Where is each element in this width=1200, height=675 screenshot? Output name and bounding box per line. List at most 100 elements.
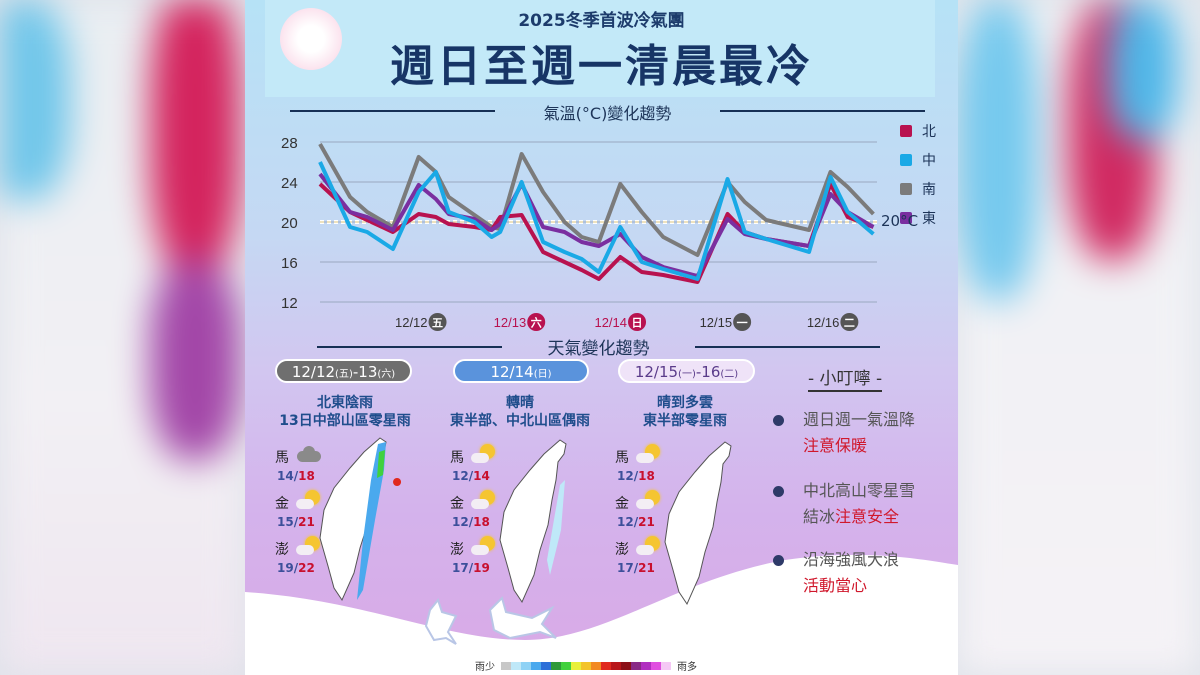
- rain-color-swatch: [531, 661, 541, 670]
- rain-legend-high: 雨多: [677, 662, 697, 673]
- rain-color-swatch: [661, 661, 671, 670]
- taiwan-map: [664, 441, 732, 606]
- rain-color-swatch: [621, 661, 631, 670]
- bullet-icon: [773, 555, 784, 566]
- partly-sunny-icon: [635, 443, 661, 465]
- x-tick-weekday: 一: [737, 317, 748, 330]
- partly-sunny-icon: [635, 489, 661, 511]
- tip-item: [773, 415, 784, 426]
- temp-range: 12/21: [617, 515, 655, 529]
- island-label: 金: [450, 496, 464, 512]
- divider: [317, 346, 502, 348]
- island-label: 馬: [275, 450, 289, 466]
- chart-title: 氣溫(°C)變化趨勢: [543, 104, 672, 123]
- island-label: 馬: [450, 450, 464, 466]
- subtitle: 2025冬季首波冷氣團: [518, 11, 685, 31]
- partly-sunny-icon: [470, 489, 496, 511]
- temp-range: 17/21: [617, 561, 655, 575]
- rain-color-swatch: [571, 661, 581, 670]
- island-label: 澎: [615, 542, 629, 558]
- legend-item-central: 中: [900, 150, 936, 170]
- x-tick-weekday: 五: [432, 317, 443, 330]
- divider: [695, 346, 880, 348]
- island-label: 金: [615, 496, 629, 512]
- island-label: 馬: [615, 450, 629, 466]
- legend-swatch: [900, 154, 912, 166]
- x-tick-weekday: 日: [632, 317, 643, 330]
- divider: [720, 110, 925, 112]
- bullet-icon: [773, 486, 784, 497]
- island-label: 金: [275, 496, 289, 512]
- snow-hill: [245, 554, 958, 675]
- tip-text: 沿海強風大浪 活動當心: [803, 550, 900, 595]
- period-pill-2: 12/14(日): [453, 359, 589, 383]
- rain-color-swatch: [511, 661, 521, 670]
- rain-area: [357, 442, 386, 600]
- y-tick-label: 28: [281, 135, 298, 152]
- weekday-badge: [733, 313, 752, 331]
- temp-range: 12/14: [452, 469, 490, 483]
- temperature-chart: 12 16 20 24 28 12/12 五 12/13 六 12/14 日 12/15 一 12/16 二: [281, 135, 877, 331]
- partly-sunny-icon: [295, 535, 321, 557]
- island-label: 澎: [450, 542, 464, 558]
- taiwan-map: [499, 439, 567, 604]
- legend-swatch: [900, 125, 912, 137]
- period-pill-1: 12/12(五)-13(六): [275, 359, 412, 383]
- x-tick-date: 12/12: [395, 315, 428, 330]
- island-label: 澎: [275, 542, 289, 558]
- rain-color-swatch: [631, 661, 641, 670]
- rain-legend-low: 雨少: [475, 662, 495, 673]
- weekday-badge: [527, 313, 546, 331]
- x-tick-weekday: 二: [844, 317, 855, 330]
- sun-icon: [280, 8, 342, 70]
- y-tick-label: 24: [281, 175, 298, 192]
- rain-color-swatch: [601, 661, 611, 670]
- temp-range: 14/18: [277, 469, 315, 483]
- rain-color-swatch: [581, 661, 591, 670]
- forecast-desc-1: 北東陰雨 13日中部山區零星雨: [279, 395, 411, 429]
- reference-line-label: 20°C: [881, 212, 919, 230]
- partly-sunny-icon: [470, 443, 496, 465]
- rain-legend: 雨少 雨多: [475, 658, 697, 673]
- partly-sunny-icon: [295, 489, 321, 511]
- header-banner: [265, 0, 935, 97]
- rain-color-swatch: [521, 661, 531, 670]
- temp-range: 19/22: [277, 561, 315, 575]
- bullet-icon: [773, 415, 784, 426]
- temp-range: 17/19: [452, 561, 490, 575]
- rain-area: [393, 478, 402, 486]
- tip-text: 週日週一氣溫降 注意保暖: [803, 410, 916, 455]
- cat-illustration: [424, 596, 557, 645]
- y-tick-label: 12: [281, 295, 298, 312]
- legend-item-north: 北: [900, 121, 936, 141]
- series-line-central: [318, 161, 875, 281]
- infographic-panel: 2025冬季首波冷氣團 週日至週一清晨最冷 氣溫(°C)變化趨勢 12 16 20 2…: [245, 0, 958, 675]
- rain-area: [377, 450, 385, 478]
- y-tick-label: 20: [281, 215, 298, 232]
- chart-legend: 北 中 南 東: [900, 121, 936, 228]
- rain-color-swatch: [591, 661, 601, 670]
- temp-range: 12/18: [452, 515, 490, 529]
- taiwan-maps: [319, 437, 732, 606]
- legend-item-south: 南: [900, 179, 936, 199]
- weekday-badge: [428, 313, 447, 331]
- legend-swatch: [900, 212, 912, 224]
- rain-color-swatch: [501, 661, 511, 670]
- divider: [290, 110, 495, 112]
- rain-color-swatch: [611, 661, 621, 670]
- series-line-south: [318, 143, 875, 257]
- rain-color-swatch: [561, 661, 571, 670]
- rain-color-swatch: [541, 661, 551, 670]
- weekday-badge: [628, 313, 647, 331]
- rain-color-swatch: [641, 661, 651, 670]
- rain-area: [547, 480, 565, 575]
- temp-range: 12/18: [617, 469, 655, 483]
- legend-label: 北: [922, 124, 936, 140]
- x-tick-date: 12/14: [594, 315, 627, 330]
- blurred-background-right: [958, 0, 1200, 675]
- weather-section-title: 天氣變化趨勢: [547, 339, 650, 359]
- temp-range: 15/21: [277, 515, 315, 529]
- x-tick-date: 12/16: [807, 315, 840, 330]
- weekday-badge: [840, 313, 859, 331]
- partly-sunny-icon: [470, 535, 496, 557]
